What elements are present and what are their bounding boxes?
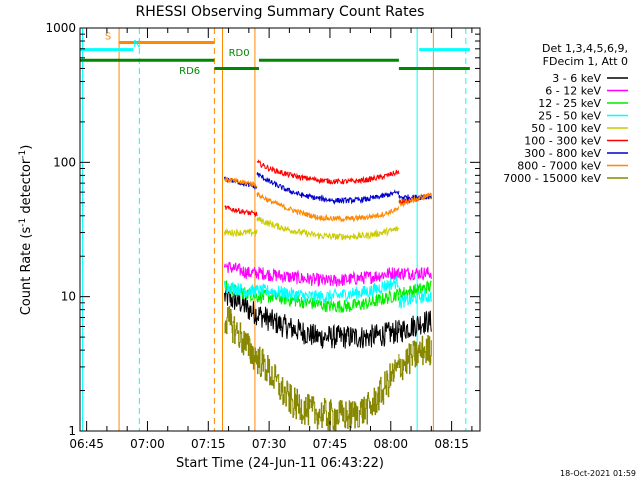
series-line bbox=[224, 275, 399, 304]
series-line bbox=[224, 285, 400, 349]
series-line bbox=[256, 216, 400, 241]
x-tick-label: 06:45 bbox=[69, 437, 104, 451]
series-line bbox=[398, 289, 432, 309]
legend-entry-label: 3 - 6 keV bbox=[552, 72, 601, 85]
status-flags: S N RD0 RD6 bbox=[80, 32, 470, 77]
y-tick-label: 1000 bbox=[45, 21, 76, 35]
y-axis-label: Count Rate (s-1 detector-1) bbox=[18, 145, 34, 316]
y-axis-label-superscript: -1 bbox=[18, 218, 28, 227]
footer-timestamp: 18-Oct-2021 01:59 bbox=[560, 469, 636, 478]
y-axis: 1 10 100 1000 bbox=[45, 21, 480, 438]
y-axis-label-part: detector bbox=[19, 158, 34, 218]
series-line bbox=[224, 227, 258, 238]
x-tick-label: 07:45 bbox=[313, 437, 348, 451]
legend-header: Det 1,3,4,5,6,9, bbox=[542, 42, 628, 55]
series-line bbox=[224, 280, 400, 314]
x-tick-label: 08:00 bbox=[373, 437, 408, 451]
chart-title: RHESSI Observing Summary Count Rates bbox=[136, 4, 425, 20]
series-line bbox=[224, 261, 400, 287]
series-line bbox=[256, 192, 400, 223]
x-tick-label: 07:30 bbox=[252, 437, 287, 451]
y-axis-label-part: ) bbox=[19, 145, 34, 150]
flag-label: RD0 bbox=[229, 48, 250, 59]
series-line bbox=[256, 172, 400, 206]
flag-label: N bbox=[133, 39, 140, 50]
flag-label: RD6 bbox=[179, 66, 200, 77]
series-line bbox=[398, 310, 432, 343]
series-line bbox=[224, 176, 258, 189]
y-axis-label-superscript: -1 bbox=[18, 150, 28, 159]
flag-label: S bbox=[105, 32, 111, 43]
data-series bbox=[224, 159, 432, 431]
y-axis-label-part: Count Rate (s bbox=[19, 227, 34, 316]
x-axis-label: Start Time (24-Jun-11 06:43:22) bbox=[176, 456, 384, 471]
legend-entry-label: 12 - 25 keV bbox=[538, 97, 601, 110]
series-line bbox=[256, 159, 400, 185]
legend-entry-label: 800 - 7000 keV bbox=[517, 160, 601, 173]
series-line bbox=[224, 306, 400, 431]
x-axis: 06:45 07:00 07:15 07:30 07:45 08:00 08:15 bbox=[69, 28, 473, 451]
x-tick-label: 07:00 bbox=[130, 437, 165, 451]
series-line bbox=[398, 192, 432, 208]
series-line bbox=[398, 266, 432, 281]
legend-entry-label: 6 - 12 keV bbox=[545, 85, 601, 98]
y-tick-label: 10 bbox=[61, 290, 76, 304]
legend-header: FDecim 1, Att 0 bbox=[543, 55, 628, 68]
series-line bbox=[224, 205, 258, 217]
legend-entry-label: 25 - 50 keV bbox=[538, 110, 601, 123]
x-tick-label: 07:15 bbox=[191, 437, 226, 451]
legend: Det 1,3,4,5,6,9,FDecim 1, Att 0 3 - 6 keV… bbox=[503, 42, 628, 185]
series-line bbox=[398, 280, 432, 300]
x-tick-label: 08:15 bbox=[434, 437, 469, 451]
plot-frame bbox=[79, 27, 481, 432]
legend-entry-label: 7000 - 15000 keV bbox=[503, 172, 601, 185]
y-tick-label: 1 bbox=[68, 424, 76, 438]
legend-entry-label: 300 - 800 keV bbox=[524, 147, 601, 160]
plot-area: S N RD0 RD6 bbox=[80, 28, 470, 431]
series-line bbox=[398, 335, 432, 381]
y-tick-label: 100 bbox=[53, 155, 76, 169]
legend-entry-label: 50 - 100 keV bbox=[531, 122, 601, 135]
legend-entry-label: 100 - 300 keV bbox=[524, 135, 601, 148]
